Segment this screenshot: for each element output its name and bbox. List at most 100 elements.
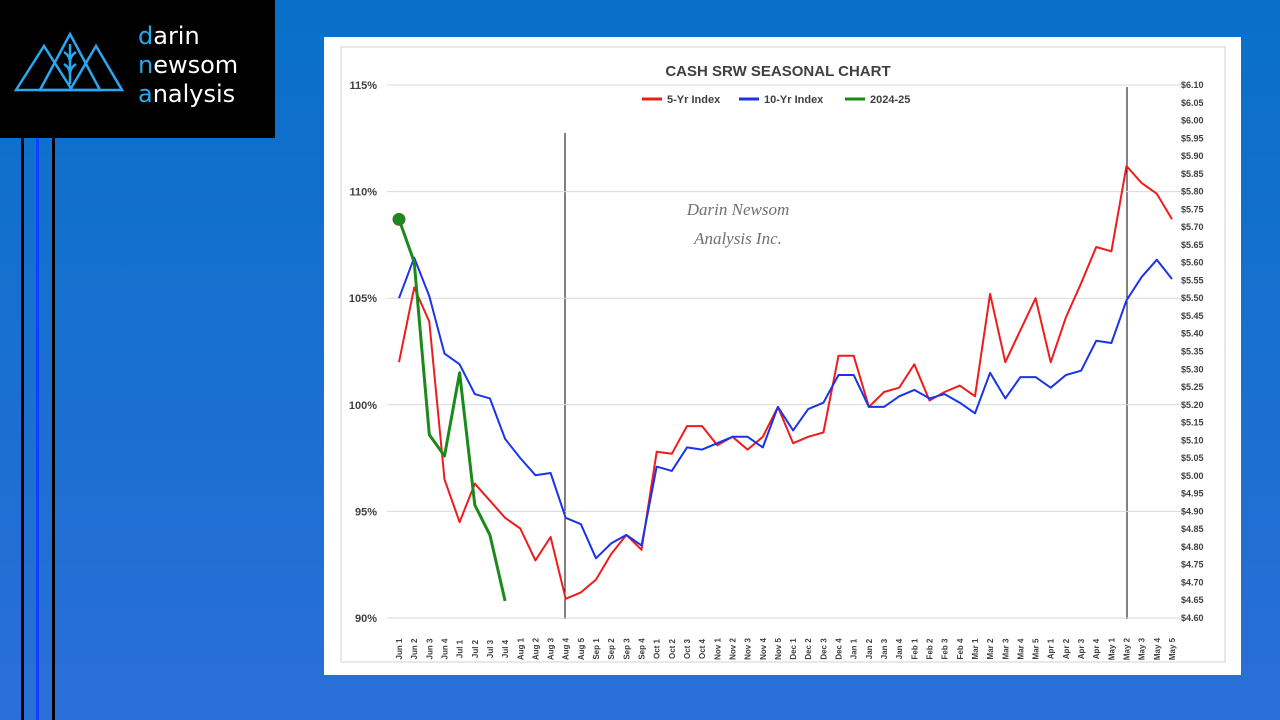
legend-label: 10-Yr Index <box>764 94 824 106</box>
x-tick-label: Sep 2 <box>607 638 616 660</box>
chart-panel: CASH SRW SEASONAL CHART Darin Newsom Ana… <box>324 37 1241 675</box>
y2-tick-label: $5.90 <box>1181 151 1204 161</box>
y2-tick-label: $5.95 <box>1181 133 1204 143</box>
series-line <box>397 218 507 602</box>
y2-tick-label: $5.10 <box>1181 435 1204 445</box>
x-tick-label: Aug 5 <box>577 637 586 660</box>
y2-tick-label: $5.65 <box>1181 240 1204 250</box>
y-tick-label: 100% <box>349 400 377 412</box>
x-tick-label: May 4 <box>1153 637 1162 660</box>
x-tick-label: Sep 1 <box>592 638 601 660</box>
series-line <box>398 256 1173 560</box>
watermark: Darin Newsom <box>686 200 789 219</box>
y2-tick-label: $6.00 <box>1181 116 1204 126</box>
x-tick-label: Aug 3 <box>547 637 556 660</box>
x-tick-label: Jan 1 <box>850 638 859 659</box>
stripe <box>36 138 39 720</box>
legend-label: 5-Yr Index <box>667 94 721 106</box>
y-tick-label: 115% <box>349 80 377 92</box>
x-tick-label: Jul 2 <box>471 639 480 658</box>
x-tick-label: Feb 2 <box>925 638 934 659</box>
x-tick-label: Dec 2 <box>804 638 813 660</box>
x-tick-label: Mar 2 <box>986 638 995 659</box>
logo-text: darin <box>138 22 200 50</box>
x-tick-label: Jun 3 <box>425 638 434 659</box>
x-tick-label: Apr 2 <box>1062 638 1071 659</box>
x-tick-label: Jul 4 <box>501 639 510 658</box>
x-tick-label: Mar 1 <box>971 638 980 659</box>
y2-tick-label: $5.85 <box>1181 169 1204 179</box>
logo-text: newsom <box>138 51 239 79</box>
x-tick-label: Dec 4 <box>835 638 844 660</box>
y-tick-label: 110% <box>349 187 377 199</box>
y2-tick-label: $5.35 <box>1181 347 1204 357</box>
y2-tick-label: $5.55 <box>1181 275 1204 285</box>
y2-tick-label: $4.65 <box>1181 595 1204 605</box>
x-tick-label: Apr 4 <box>1092 638 1101 659</box>
x-tick-label: Jul 1 <box>456 639 465 658</box>
x-tick-label: Nov 5 <box>774 638 783 660</box>
x-tick-label: Feb 3 <box>941 638 950 659</box>
x-tick-label: Jan 2 <box>865 638 874 659</box>
x-tick-label: Nov 1 <box>713 638 722 660</box>
x-tick-label: Jan 3 <box>880 638 889 659</box>
x-tick-label: Oct 2 <box>668 638 677 659</box>
y2-tick-label: $4.70 <box>1181 577 1204 587</box>
y2-tick-label: $5.25 <box>1181 382 1204 392</box>
y2-tick-label: $5.15 <box>1181 418 1204 428</box>
x-tick-label: Jun 1 <box>395 638 404 659</box>
x-tick-label: May 5 <box>1168 637 1177 660</box>
x-tick-label: Oct 1 <box>653 638 662 659</box>
logo-icon <box>13 31 125 92</box>
x-tick-label: Oct 3 <box>683 638 692 659</box>
y2-tick-label: $6.10 <box>1181 80 1204 90</box>
series-line <box>398 165 1173 600</box>
stripe <box>21 138 24 720</box>
y2-tick-label: $4.85 <box>1181 524 1204 534</box>
y2-tick-label: $5.80 <box>1181 187 1204 197</box>
y-tick-label: 95% <box>355 506 377 518</box>
x-tick-label: Feb 1 <box>910 638 919 659</box>
y2-tick-label: $4.60 <box>1181 613 1204 623</box>
logo: darin newsom analysis <box>0 0 275 138</box>
x-tick-label: Oct 4 <box>698 638 707 659</box>
x-tick-label: Jul 3 <box>486 639 495 658</box>
x-tick-label: Mar 5 <box>1032 638 1041 659</box>
x-tick-label: Dec 3 <box>819 638 828 660</box>
y2-tick-label: $5.60 <box>1181 258 1204 268</box>
x-tick-label: Feb 4 <box>956 638 965 659</box>
x-tick-label: Mar 4 <box>1016 638 1025 659</box>
series-marker <box>392 212 406 226</box>
y2-tick-label: $6.05 <box>1181 98 1204 108</box>
x-tick-label: Apr 3 <box>1077 638 1086 659</box>
y2-tick-label: $4.75 <box>1181 560 1204 570</box>
y2-tick-label: $5.50 <box>1181 293 1204 303</box>
x-tick-label: May 1 <box>1107 637 1116 660</box>
chart: CASH SRW SEASONAL CHART Darin Newsom Ana… <box>340 46 1226 663</box>
x-tick-label: Nov 3 <box>744 638 753 660</box>
x-tick-label: Sep 4 <box>638 638 647 660</box>
logo-text: analysis <box>138 80 236 108</box>
y2-tick-label: $4.90 <box>1181 506 1204 516</box>
x-tick-label: Mar 3 <box>1001 638 1010 659</box>
legend-label: 2024-25 <box>870 94 910 106</box>
watermark: Analysis Inc. <box>693 229 782 248</box>
stripe <box>52 138 55 720</box>
y2-tick-label: $5.40 <box>1181 329 1204 339</box>
x-tick-label: Aug 4 <box>562 637 571 660</box>
y2-tick-label: $5.75 <box>1181 204 1204 214</box>
y2-tick-label: $5.20 <box>1181 400 1204 410</box>
x-tick-label: Jun 4 <box>440 638 449 659</box>
y2-tick-label: $4.80 <box>1181 542 1204 552</box>
x-tick-label: Jun 2 <box>410 638 419 659</box>
chart-title: CASH SRW SEASONAL CHART <box>665 63 890 80</box>
y-tick-label: 90% <box>355 613 377 625</box>
y2-tick-label: $4.95 <box>1181 489 1204 499</box>
y2-tick-label: $5.05 <box>1181 453 1204 463</box>
y-tick-label: 105% <box>349 293 377 305</box>
x-tick-label: Aug 1 <box>516 637 525 660</box>
y2-tick-label: $5.45 <box>1181 311 1204 321</box>
y2-tick-label: $5.00 <box>1181 471 1204 481</box>
x-tick-label: Jan 4 <box>895 638 904 659</box>
